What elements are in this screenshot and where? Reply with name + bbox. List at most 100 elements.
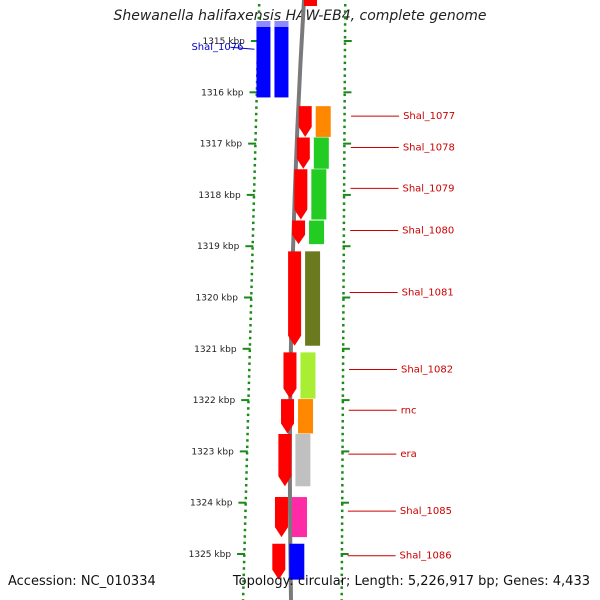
scale-dot [247,381,251,385]
scale-dot [340,586,343,589]
scale-dot [243,522,247,525]
scale-dot [342,279,345,282]
scale-dot [250,285,253,289]
gene-arrow [283,352,297,399]
scale-dot [248,336,252,340]
kbp-tick-label: 1319 kbp [197,242,240,252]
scale-dot [253,176,256,180]
scale-dot [342,330,345,333]
scale-dot [343,29,347,33]
scale-dot [250,272,254,276]
scale-dot [254,138,257,141]
scale-dot [342,176,346,180]
scale-dot [245,452,249,455]
scale-dot [253,151,257,154]
scale-dot [257,16,261,20]
gene-cog-box [256,20,271,98]
scale-dot [341,471,344,474]
gene-arrow [281,399,295,434]
scale-dot [254,132,257,135]
scale-dot [248,343,252,346]
scale-dot [246,432,249,436]
gene-cog-box [300,352,316,399]
gene-arrow [274,20,289,98]
scale-dot [341,490,344,493]
scale-dot [341,452,344,455]
scale-dot [342,260,345,263]
kbp-tick-label: 1316 kbp [201,88,244,98]
gene-arrow [288,251,302,346]
gene-label: Shal_1085 [400,506,452,517]
scale-dot [343,119,346,122]
scale-dot [342,183,346,186]
scale-dot [243,535,247,538]
gene-label: rnc [401,405,417,416]
scale-dot [252,208,255,212]
scale-dot [341,375,345,378]
scale-dot [340,528,344,532]
scale-dot [342,317,345,321]
scale-dot [244,516,247,519]
scale-dot [342,196,346,199]
scale-dot [252,189,256,193]
kbp-tick-label: 1322 kbp [193,396,236,406]
scale-dot [248,356,251,359]
scale-dot [341,420,344,423]
scale-dot [340,541,344,545]
gene-label: Shal_1082 [401,364,453,375]
scale-dot [343,144,346,148]
scale-dot [342,285,345,289]
scale-dot [246,426,249,429]
scale-dot [343,61,347,65]
scale-dot [342,272,345,276]
scale-dot [253,170,256,173]
scale-dot [340,522,344,525]
scale-dot [251,240,254,244]
scale-dot [244,503,247,506]
right-scale-dots [340,4,347,600]
scale-dot [342,202,346,205]
gene-cog-box [305,251,321,346]
scale-dot [343,4,347,7]
scale-dot [246,413,250,417]
scale-dot [343,42,347,45]
scale-dot [242,573,246,577]
gene-fade [256,20,289,27]
scale-dot [241,592,245,596]
scale-dot [242,580,245,583]
gene-tracks [256,0,331,580]
gene-label-leader [230,46,255,50]
scale-dot [249,311,253,314]
kbp-tick-label: 1317 kbp [200,140,243,150]
scale-dot [242,586,245,589]
scale-dot [244,496,248,500]
scale-dot [340,509,344,513]
scale-dot [343,157,346,161]
gene-labels: Shal_1076 Shal_1077 Shal_1078 Shal_1079 Shal… [191,42,455,561]
scale-dot [253,164,257,167]
gene-arrow [292,220,306,245]
scale-dot [257,10,261,13]
scale-dot [341,349,345,353]
scale-dot [342,170,346,173]
gene-cog-box [289,543,305,580]
gene-cog-box [298,399,314,434]
scale-dot [340,554,344,557]
scale-dot [341,394,345,397]
genome-summary-text: Topology: circular; Length: 5,226,917 bp… [232,574,590,589]
scale-dot [343,80,347,84]
scale-dot [343,74,347,77]
gene-cog-box [295,433,311,487]
scale-dot [342,253,345,257]
scale-dot [343,138,346,141]
scale-dot [343,164,346,167]
gene-label: Shal_1076 [191,42,243,53]
scale-dot [343,106,346,109]
scale-dot [341,381,345,385]
kbp-tick-label: 1321 kbp [194,345,237,355]
scale-dot [341,484,344,487]
kbp-ticks: 1315 kbp 1316 kbp 1317 kbp 1318 kbp 1319 kbp… [189,37,352,560]
scale-dot [343,36,347,39]
scale-dot [342,311,345,314]
